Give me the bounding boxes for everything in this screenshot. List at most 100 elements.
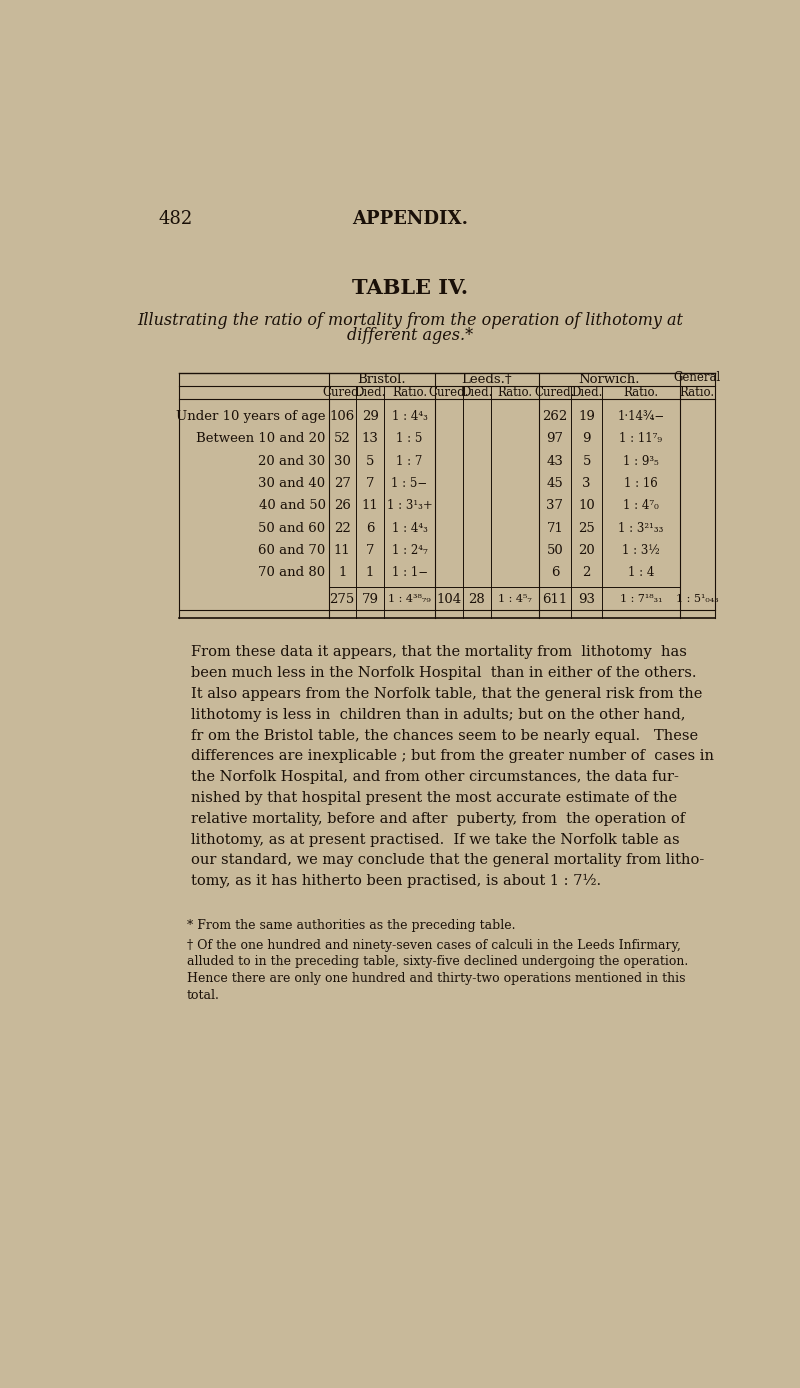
Text: Between 10 and 20: Between 10 and 20 [196,432,326,446]
Text: Ratio.: Ratio. [679,386,714,400]
Text: Cured.: Cured. [429,386,469,400]
Text: 1 : 16: 1 : 16 [624,477,658,490]
Text: 1 : 5−: 1 : 5− [391,477,428,490]
Text: lithotomy is less in  children than in adults; but on the other hand,: lithotomy is less in children than in ad… [191,708,686,722]
Text: From these data it appears, that the mortality from  lithotomy  has: From these data it appears, that the mor… [191,645,687,659]
Text: Ratio.: Ratio. [497,386,532,400]
Text: lithotomy, as at present practised.  If we take the Norfolk table as: lithotomy, as at present practised. If w… [191,833,680,847]
Text: 26: 26 [334,500,350,512]
Text: 22: 22 [334,522,350,534]
Text: 1 : 7¹⁸₃₁: 1 : 7¹⁸₃₁ [620,594,662,604]
Text: Norwich.: Norwich. [578,373,640,386]
Text: 19: 19 [578,409,595,423]
Text: 52: 52 [334,432,350,446]
Text: 29: 29 [362,409,378,423]
Text: been much less in the Norfolk Hospital  than in either of the others.: been much less in the Norfolk Hospital t… [191,666,697,680]
Text: 11: 11 [334,544,350,557]
Text: 7: 7 [366,477,374,490]
Text: 43: 43 [546,455,563,468]
Text: 71: 71 [546,522,563,534]
Text: 611: 611 [542,593,567,605]
Text: Cured.: Cured. [534,386,575,400]
Text: General: General [674,372,721,384]
Text: Died.: Died. [354,386,386,400]
Text: 1 : 3¹₃+: 1 : 3¹₃+ [386,500,433,512]
Text: 1: 1 [338,566,346,579]
Text: Leeds.†: Leeds.† [462,373,512,386]
Text: It also appears from the Norfolk table, that the general risk from the: It also appears from the Norfolk table, … [191,687,703,701]
Text: 1 : 4⁷₀: 1 : 4⁷₀ [623,500,659,512]
Text: 27: 27 [334,477,350,490]
Text: 40 and 50: 40 and 50 [258,500,326,512]
Text: 1 : 5¹₀₄₃: 1 : 5¹₀₄₃ [676,594,718,604]
Text: Under 10 years of age: Under 10 years of age [176,409,326,423]
Text: TABLE IV.: TABLE IV. [352,278,468,298]
Text: 1 : 11⁷₉: 1 : 11⁷₉ [619,432,662,446]
Text: 7: 7 [366,544,374,557]
Text: 275: 275 [330,593,355,605]
Text: 13: 13 [362,432,378,446]
Text: 1 : 3²¹₃₃: 1 : 3²¹₃₃ [618,522,664,534]
Text: 93: 93 [578,593,595,605]
Text: Hence there are only one hundred and thirty-two operations mentioned in this: Hence there are only one hundred and thi… [187,973,686,985]
Text: 28: 28 [468,593,485,605]
Text: 60 and 70: 60 and 70 [258,544,326,557]
Text: 45: 45 [546,477,563,490]
Text: 1: 1 [366,566,374,579]
Text: Died.: Died. [461,386,492,400]
Text: 30 and 40: 30 and 40 [258,477,326,490]
Text: 5: 5 [582,455,591,468]
Text: 37: 37 [546,500,563,512]
Text: 106: 106 [330,409,355,423]
Text: 1·14¾−: 1·14¾− [618,409,665,423]
Text: Ratio.: Ratio. [623,386,658,400]
Text: 1 : 5: 1 : 5 [397,432,422,446]
Text: 104: 104 [436,593,462,605]
Text: 1 : 4⁴₃: 1 : 4⁴₃ [392,409,427,423]
Text: 25: 25 [578,522,595,534]
Text: our standard, we may conclude that the general mortality from litho-: our standard, we may conclude that the g… [191,854,705,868]
Text: Bristol.: Bristol. [358,373,406,386]
Text: 50 and 60: 50 and 60 [258,522,326,534]
Text: 1 : 4⁵₇: 1 : 4⁵₇ [498,594,531,604]
Text: 20 and 30: 20 and 30 [258,455,326,468]
Text: tomy, as it has hitherto been practised, is about 1 : 7½.: tomy, as it has hitherto been practised,… [191,874,602,888]
Text: fr om the Bristol table, the chances seem to be nearly equal.   These: fr om the Bristol table, the chances see… [191,729,698,743]
Text: Cured.: Cured. [322,386,362,400]
Text: 50: 50 [546,544,563,557]
Text: 1 : 9³₅: 1 : 9³₅ [623,455,659,468]
Text: nished by that hospital present the most accurate estimate of the: nished by that hospital present the most… [191,791,678,805]
Text: 6: 6 [366,522,374,534]
Text: 1 : 2⁴₇: 1 : 2⁴₇ [392,544,427,557]
Text: * From the same authorities as the preceding table.: * From the same authorities as the prece… [187,919,515,931]
Text: 20: 20 [578,544,595,557]
Text: Illustrating the ratio of mortality from the operation of lithotomy at: Illustrating the ratio of mortality from… [137,312,683,329]
Text: relative mortality, before and after  puberty, from  the operation of: relative mortality, before and after pub… [191,812,686,826]
Text: Ratio.: Ratio. [392,386,427,400]
Text: 30: 30 [334,455,350,468]
Text: differences are inexplicable ; but from the greater number of  cases in: differences are inexplicable ; but from … [191,750,714,763]
Text: 1 : 4⁴₃: 1 : 4⁴₃ [392,522,427,534]
Text: 6: 6 [550,566,559,579]
Text: 5: 5 [366,455,374,468]
Text: 3: 3 [582,477,591,490]
Text: 1 : 4: 1 : 4 [628,566,654,579]
Text: 9: 9 [582,432,591,446]
Text: 1 : 1−: 1 : 1− [391,566,428,579]
Text: 10: 10 [578,500,595,512]
Text: 482: 482 [158,210,192,228]
Text: † Of the one hundred and ninety-seven cases of calculi in the Leeds Infirmary,: † Of the one hundred and ninety-seven ca… [187,938,681,952]
Text: 1 : 3½: 1 : 3½ [622,544,660,557]
Text: 2: 2 [582,566,591,579]
Text: 79: 79 [362,593,378,605]
Text: 1 : 7: 1 : 7 [397,455,422,468]
Text: 70 and 80: 70 and 80 [258,566,326,579]
Text: 262: 262 [542,409,567,423]
Text: 97: 97 [546,432,563,446]
Text: the Norfolk Hospital, and from other circumstances, the data fur-: the Norfolk Hospital, and from other cir… [191,770,679,784]
Text: total.: total. [187,990,220,1002]
Text: alluded to in the preceding table, sixty-five declined undergoing the operation.: alluded to in the preceding table, sixty… [187,955,688,969]
Text: Died.: Died. [571,386,602,400]
Text: 1 : 4³⁸₇₉: 1 : 4³⁸₇₉ [388,594,431,604]
Text: APPENDIX.: APPENDIX. [352,210,468,228]
